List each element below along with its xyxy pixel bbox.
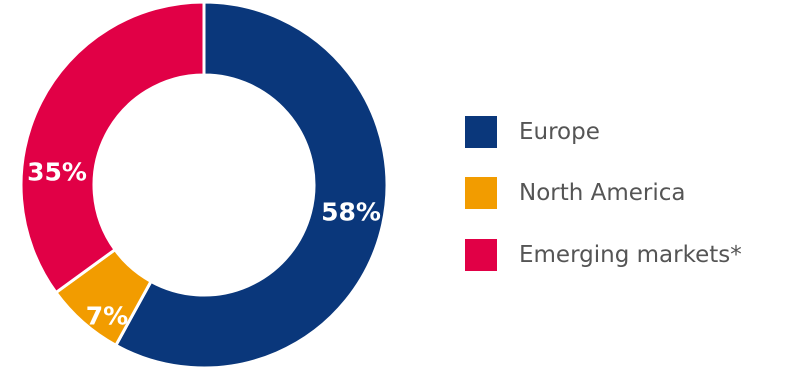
- donut-chart: 58% 7% 35%: [19, 0, 389, 370]
- legend-swatch-europe: [465, 116, 497, 148]
- legend-item-north-america: North America: [465, 175, 686, 211]
- slice-labels: 58% 7% 35%: [27, 158, 381, 331]
- legend-label-north-america: North America: [519, 180, 686, 206]
- donut-slice-europe: [114, 0, 389, 370]
- legend-label-emerging-markets: Emerging markets*: [519, 242, 742, 268]
- slice-label-europe: 58%: [321, 198, 381, 227]
- slice-label-north-america: 7%: [86, 302, 128, 331]
- slice-label-emerging-markets: 35%: [27, 158, 87, 187]
- legend-item-emerging-markets: Emerging markets*: [465, 237, 742, 273]
- legend-item-europe: Europe: [465, 114, 600, 150]
- donut-slices: [19, 0, 389, 370]
- legend-swatch-emerging-markets: [465, 239, 497, 271]
- donut-slice-emerging-markets: [19, 0, 206, 295]
- legend-swatch-north-america: [465, 177, 497, 209]
- legend: Europe North America Emerging markets*: [465, 0, 785, 372]
- legend-label-europe: Europe: [519, 119, 600, 145]
